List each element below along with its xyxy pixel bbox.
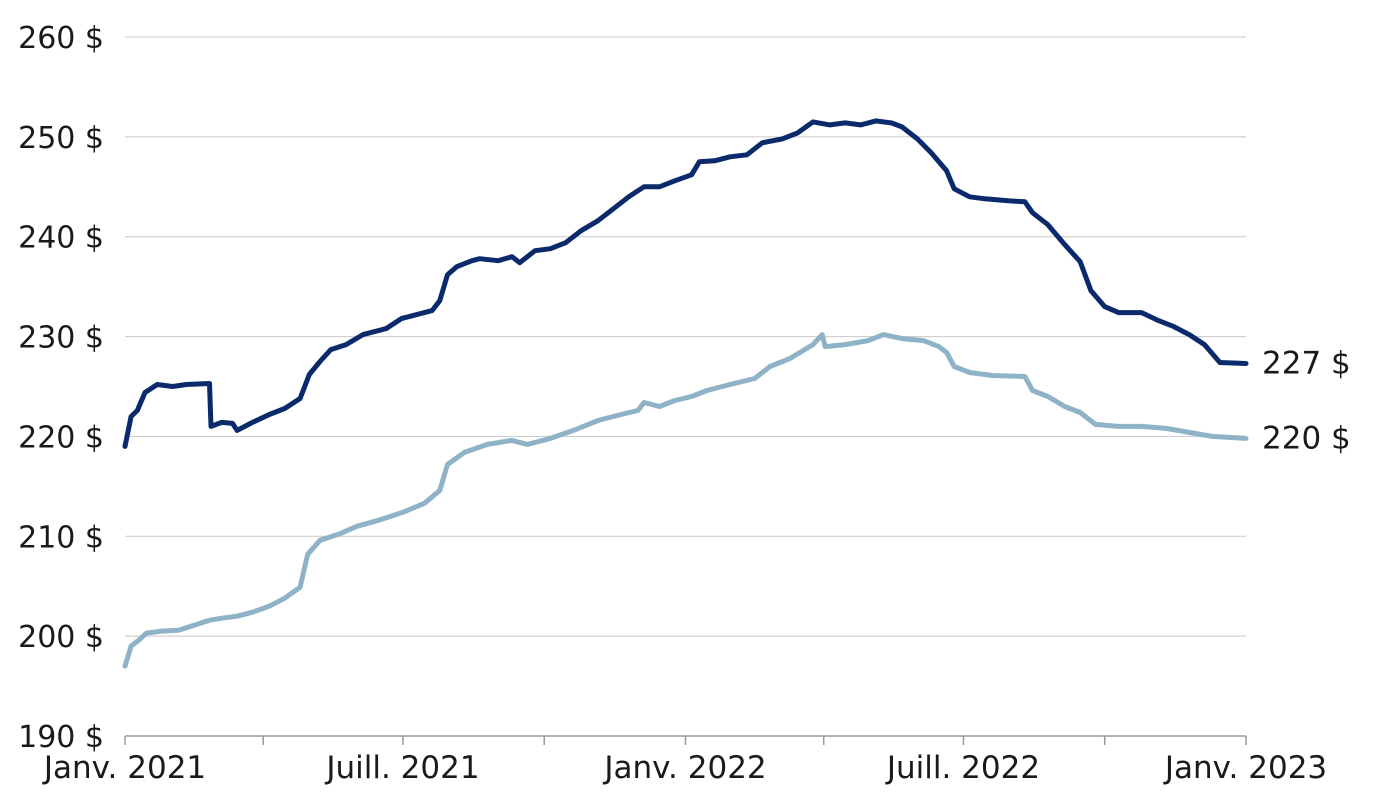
x-axis-labels: Janv. 2021 Juill. 2021 Janv. 2022 Juill. 20… bbox=[42, 750, 1327, 786]
gridlines bbox=[125, 36, 1246, 637]
y-tick-label: 240 $ bbox=[18, 221, 104, 256]
y-tick-label: 260 $ bbox=[18, 21, 104, 56]
series-lines bbox=[122, 118, 1249, 669]
x-axis bbox=[124, 735, 1247, 745]
y-tick-label: 220 $ bbox=[18, 420, 104, 455]
end-labels: 227 $ 220 $ bbox=[1262, 346, 1351, 457]
x-tick-label: Juill. 2022 bbox=[885, 750, 1040, 786]
series-end-label-1: 227 $ bbox=[1262, 346, 1351, 382]
x-tick-label: Janv. 2023 bbox=[1163, 750, 1327, 786]
x-tick-label: Janv. 2022 bbox=[602, 750, 766, 786]
y-tick-label: 250 $ bbox=[18, 121, 104, 156]
y-tick-label: 210 $ bbox=[18, 520, 104, 555]
y-tick-label: 190 $ bbox=[18, 720, 104, 755]
y-tick-label: 230 $ bbox=[18, 321, 104, 356]
y-tick-label: 200 $ bbox=[18, 620, 104, 655]
series-line-2 bbox=[122, 332, 1249, 669]
x-tick-label: Janv. 2021 bbox=[42, 750, 206, 786]
series-end-label-2: 220 $ bbox=[1262, 420, 1351, 456]
series-line-1 bbox=[122, 118, 1249, 449]
y-axis-labels: 190 $ 200 $ 210 $ 220 $ 230 $ 240 $ 250 $ 260 $ bbox=[18, 21, 104, 755]
x-tick-label: Juill. 2021 bbox=[324, 750, 479, 786]
